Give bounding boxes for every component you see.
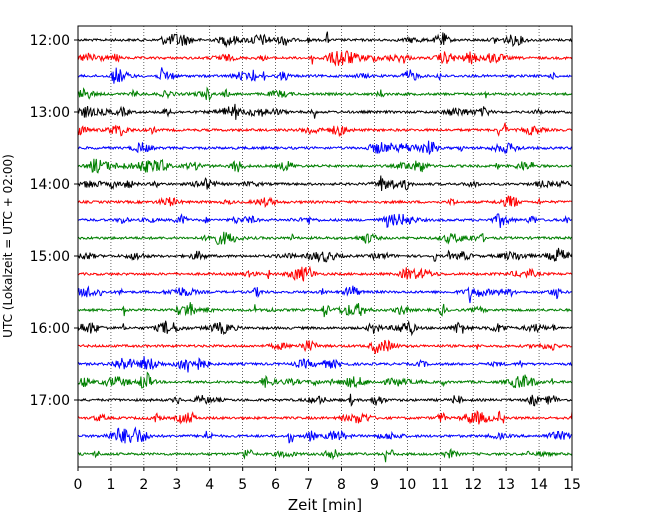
x-tick-label: 13 [497, 477, 515, 493]
seismogram-trace-1430 [77, 213, 573, 228]
seismogram-trace-1200 [77, 31, 573, 49]
y-tick-label: 14:00 [30, 177, 70, 193]
seismogram-trace-1730 [77, 426, 572, 444]
y-tick-label: 15:00 [30, 249, 70, 265]
seismogram-trace-1745 [77, 448, 573, 463]
seismogram-trace-1700 [77, 393, 573, 407]
seismogram-trace-1515 [77, 265, 573, 282]
x-tick-label: 14 [530, 477, 548, 493]
seismogram-trace-1300 [77, 103, 573, 120]
seismogram-trace-1615 [77, 339, 573, 354]
seismogram-trace-1230 [77, 67, 573, 84]
x-tick-label: 3 [172, 477, 181, 493]
y-tick-label: 13:00 [30, 105, 70, 121]
seismogram-trace-1215 [77, 50, 573, 67]
seismogram-trace-1330 [77, 140, 573, 155]
x-tick-label: 11 [431, 477, 449, 493]
x-tick-label: 8 [337, 477, 346, 493]
x-tick-label: 7 [304, 477, 313, 493]
y-axis-label: UTC (Lokalzeit = UTC + 02:00) [1, 154, 15, 338]
y-axis-ticks: 12:00 13:00 14:00 15:00 16:00 17:00 [30, 33, 78, 409]
x-tick-label: 4 [205, 477, 214, 493]
seismogram-trace-1400 [77, 175, 573, 192]
x-tick-label: 5 [238, 477, 247, 493]
seismogram-trace-1345 [77, 158, 573, 174]
x-tick-label: 1 [106, 477, 115, 493]
seismogram-trace-1600 [77, 320, 573, 337]
x-axis-ticks: 0 1 2 3 4 5 6 7 8 9 10 11 12 13 14 15 [74, 467, 581, 493]
seismogram-trace-1245 [77, 86, 573, 102]
seismogram-trace-1445 [77, 231, 573, 245]
seismogram-traces [77, 31, 573, 463]
plot-frame [77, 25, 573, 468]
y-tick-label: 16:00 [30, 321, 70, 337]
x-tick-label: 9 [370, 477, 379, 493]
seismogram-trace-1545 [77, 302, 573, 318]
seismogram-trace-1645 [77, 371, 573, 389]
seismogram-trace-1415 [77, 195, 573, 209]
seismogram-trace-1500 [77, 247, 573, 263]
seismogram-trace-1630 [77, 356, 573, 373]
y-tick-label: 17:00 [30, 393, 70, 409]
y-tick-label: 12:00 [30, 33, 70, 49]
x-tick-label: 15 [563, 477, 581, 493]
x-tick-label: 0 [74, 477, 83, 493]
x-tick-label: 12 [464, 477, 482, 493]
seismogram-trace-1530 [77, 285, 573, 304]
x-tick-label: 10 [398, 477, 416, 493]
seismogram-trace-1315 [77, 122, 573, 138]
x-tick-label: 2 [139, 477, 148, 493]
x-tick-label: 6 [271, 477, 280, 493]
x-axis-label: Zeit [min] [288, 496, 362, 514]
seismogram-trace-1715 [77, 409, 573, 425]
grid-lines [110, 26, 540, 467]
